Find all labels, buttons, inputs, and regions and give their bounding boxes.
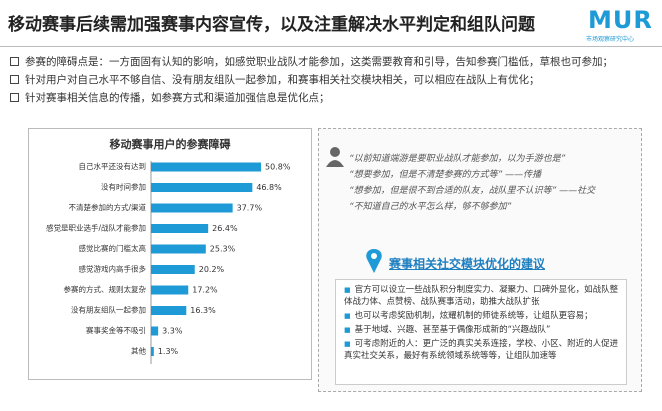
bar — [151, 183, 253, 192]
category-label: 参赛的方式、规则太复杂 — [64, 284, 147, 294]
value-label: 20.2% — [199, 265, 225, 274]
suggestion: 可考虑附近的人：更广泛的真实关系连接，学校、小区、附近的人促进真实社交关系，最好… — [344, 338, 620, 362]
quote: “不知道自己的水平怎么样，够不够参加” — [349, 202, 512, 212]
pin-icon — [366, 249, 382, 273]
value-label: 16.3% — [190, 306, 216, 315]
value-label: 50.8% — [265, 163, 291, 172]
quote: “想要参加，但是不清楚参赛的方式等” ——传播 — [349, 170, 542, 180]
bullet: 针对赛事相关信息的传播，如参赛方式和渠道加强信息是优化点； — [10, 90, 330, 105]
logo: MUR — [588, 6, 653, 34]
value-label: 3.3% — [162, 327, 183, 336]
chart-panel: 移动赛事用户的参赛障碍 自己水平还没有达到 50.8% 没有时间参加 46.8% 不清楚… — [28, 128, 312, 380]
chart: 移动赛事用户的参赛障碍 自己水平还没有达到 50.8% 没有时间参加 46.8% 不清楚… — [46, 137, 291, 364]
bullet: 针对用户对自己水平不够自信、没有朋友组队一起参加，和赛事相关社交模块相关，可以相… — [10, 72, 540, 87]
category-label: 感觉是职业选手/战队才能参加 — [46, 223, 146, 233]
category-label: 感觉比赛的门槛太高 — [79, 243, 147, 253]
category-label: 赛事奖金等不吸引 — [86, 325, 146, 335]
bar — [151, 326, 159, 336]
bar — [151, 224, 209, 233]
bullet: 参赛的障碍点是：一方面固有认知的影响，如感觉职业战队才能参加，这类需要教育和引导… — [10, 54, 613, 69]
value-label: 37.7% — [237, 204, 263, 213]
quote: “以前知道端游是要职业战队才能参加，以为手游也是” — [349, 154, 566, 164]
bar — [151, 347, 154, 356]
category-label: 没有朋友组队一起参加 — [71, 305, 146, 315]
category-label: 没有时间参加 — [101, 182, 146, 192]
value-label: 26.4% — [212, 224, 238, 233]
category-label: 自己水平还没有达到 — [79, 161, 147, 171]
chart-title: 移动赛事用户的参赛障碍 — [110, 137, 231, 151]
suggestion-box: 官方可以设立一些战队积分制度实力、凝聚力、口碑外显化，如战队整体战力体、点赞榜、… — [335, 279, 627, 385]
category-label: 不清楚参加的方式/渠道 — [68, 202, 146, 212]
insight-panel: “以前知道端游是要职业战队才能参加，以为手游也是” “想要参加，但是不清楚参赛的… — [318, 128, 642, 392]
divider — [0, 46, 662, 47]
value-label: 25.3% — [210, 245, 236, 254]
bar — [151, 244, 206, 254]
suggestion: 官方可以设立一些战队积分制度实力、凝聚力、口碑外显化，如战队整体战力体、点赞榜、… — [344, 284, 620, 308]
suggestion: 也可以考虑奖励机制，炫耀机制的师徒系统等，让组队更容易； — [344, 310, 620, 322]
bar — [151, 203, 233, 213]
quote: “想参加，但是很不到合适的队友，战队里不认识等” ——社交 — [349, 186, 596, 196]
section-title: 赛事相关社交模块优化的建议 — [389, 257, 546, 271]
slide-title: 移动赛事后续需加强赛事内容宣传，以及注重解决水平判定和组队问题 — [8, 15, 535, 35]
person-icon — [326, 147, 344, 167]
category-label: 其他 — [131, 346, 146, 356]
value-label: 46.8% — [256, 183, 282, 192]
category-label: 感觉游戏内高手很多 — [79, 264, 147, 274]
bar — [151, 306, 187, 315]
suggestion: 基于地域、兴趣、甚至基于偶像形成新的“兴趣战队” — [344, 324, 620, 336]
value-label: 1.3% — [158, 347, 179, 356]
value-label: 17.2% — [192, 286, 218, 295]
bar — [151, 265, 195, 274]
bar — [151, 162, 261, 172]
bar — [151, 285, 189, 295]
logo-subtitle: 市场观察研究中心 — [586, 36, 635, 43]
